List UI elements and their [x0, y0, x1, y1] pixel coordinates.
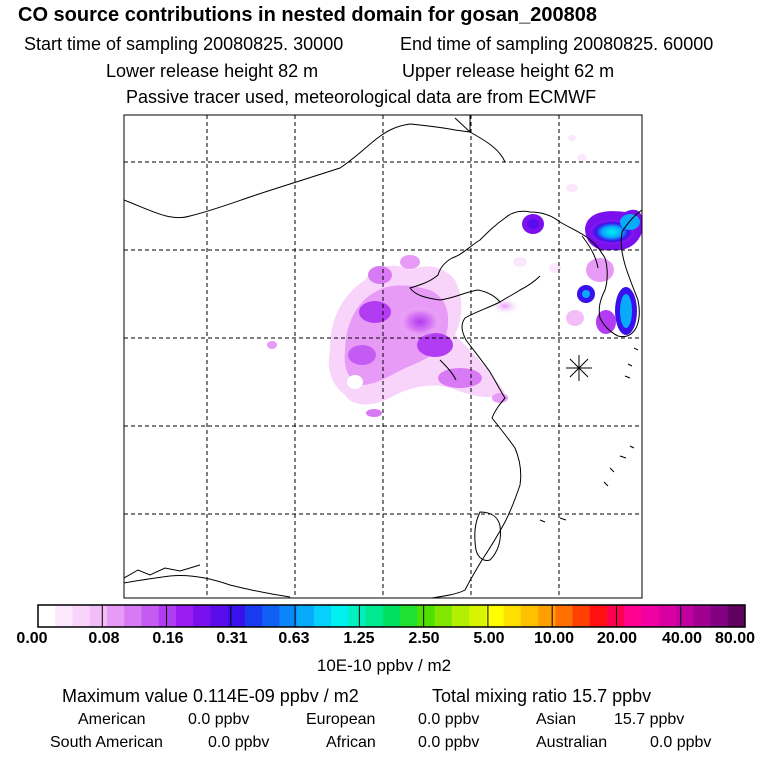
- colorbar-swatch: [210, 605, 229, 627]
- colorbar-swatch: [348, 605, 367, 627]
- colorbar-swatch: [572, 605, 591, 627]
- colorbar-swatch: [555, 605, 574, 627]
- region-value-american: 0.0 ppbv: [188, 711, 250, 728]
- colorbar-swatch: [193, 605, 211, 627]
- colorbar-swatch: [451, 605, 470, 627]
- upper-release-height: Upper release height 62 m: [402, 61, 615, 81]
- colorbar-swatch: [710, 605, 729, 627]
- colorbar-swatch: [658, 605, 677, 627]
- colorbar-swatch: [382, 605, 401, 627]
- figure-title: CO source contributions in nested domain…: [18, 4, 598, 26]
- colorbar-swatch: [89, 605, 108, 627]
- end-time: End time of sampling 20080825. 60000: [400, 34, 714, 54]
- colorbar-tick-label: 0.00: [16, 630, 48, 647]
- colorbar-swatch: [727, 605, 746, 627]
- colorbar-units: 10E-10 ppbv / m2: [316, 656, 452, 675]
- colorbar: [37, 604, 746, 628]
- map-plot-area: [124, 115, 642, 598]
- colorbar-tick-label: 20.00: [596, 630, 638, 647]
- region-label-african: African: [326, 734, 376, 751]
- colorbar-swatch: [434, 605, 453, 627]
- colorbar-tick-label: 5.00: [473, 630, 505, 647]
- colorbar-tick-label: 40.00: [661, 630, 703, 647]
- colorbar-swatch: [313, 605, 332, 627]
- coastlines: [124, 115, 642, 598]
- colorbar-tick-label: 0.63: [278, 630, 310, 647]
- colorbar-swatch: [693, 605, 712, 627]
- region-label-european: European: [306, 711, 376, 728]
- tracer-note: Passive tracer used, meteorological data…: [126, 87, 597, 107]
- region-value-european: 0.0 ppbv: [418, 711, 480, 728]
- colorbar-swatch: [262, 605, 280, 627]
- colorbar-swatch: [589, 605, 608, 627]
- colorbar-swatch: [38, 605, 56, 627]
- colorbar-swatch: [486, 605, 505, 627]
- start-time: Start time of sampling 20080825. 30000: [24, 34, 344, 54]
- region-label-asian: Asian: [536, 711, 577, 728]
- region-label-australian: Australian: [536, 734, 608, 751]
- colorbar-swatch: [469, 605, 487, 627]
- colorbar-swatch: [520, 605, 539, 627]
- graticule: [124, 115, 642, 598]
- colorbar-swatch: [244, 605, 263, 627]
- map-frame: [123, 114, 643, 599]
- max-value: Maximum value 0.114E-09 ppbv / m2: [62, 686, 359, 706]
- colorbar-tick-label: 80.00: [714, 630, 756, 647]
- colorbar-swatch: [141, 605, 160, 627]
- region-label-south-american: South American: [50, 734, 163, 751]
- colorbar-swatch: [365, 605, 384, 627]
- colorbar-swatch: [641, 605, 660, 627]
- colorbar-tick-label: 0.31: [216, 630, 248, 647]
- colorbar-swatch: [417, 605, 436, 627]
- colorbar-swatch: [106, 605, 125, 627]
- colorbar-swatch: [538, 605, 556, 627]
- colorbar-swatch: [72, 605, 91, 627]
- colorbar-swatch: [400, 605, 418, 627]
- colorbar-tick-label: 2.50: [408, 630, 440, 647]
- colorbar-tick-label: 1.25: [343, 630, 375, 647]
- colorbar-swatch: [607, 605, 625, 627]
- colorbar-swatch: [158, 605, 177, 627]
- lower-release-height: Lower release height 82 m: [106, 61, 319, 81]
- colorbar-swatch: [175, 605, 194, 627]
- colorbar-swatch: [227, 605, 246, 627]
- colorbar-swatch: [503, 605, 522, 627]
- region-value-asian: 15.7 ppbv: [614, 711, 685, 728]
- colorbar-tick-label: 10.00: [533, 630, 575, 647]
- colorbar-tick-label: 0.16: [152, 630, 184, 647]
- region-label-american: American: [78, 711, 146, 728]
- region-value-african: 0.0 ppbv: [418, 734, 480, 751]
- colorbar-swatch: [676, 605, 694, 627]
- colorbar-swatch: [279, 605, 298, 627]
- total-mixing-ratio: Total mixing ratio 15.7 ppbv: [432, 686, 652, 706]
- colorbar-frame: [37, 604, 746, 628]
- receptor-star-icon: [566, 355, 592, 381]
- region-value-australian: 0.0 ppbv: [650, 734, 712, 751]
- colorbar-swatch: [296, 605, 315, 627]
- colorbar-swatch: [124, 605, 142, 627]
- colorbar-swatch: [55, 605, 73, 627]
- colorbar-swatch: [331, 605, 349, 627]
- region-value-south-american: 0.0 ppbv: [208, 734, 270, 751]
- colorbar-tick-label: 0.08: [88, 630, 120, 647]
- colorbar-swatch: [624, 605, 643, 627]
- concentration-field: [267, 135, 642, 417]
